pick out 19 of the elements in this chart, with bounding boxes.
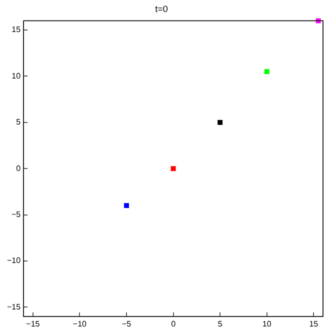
chart-title: t=0 <box>155 4 168 14</box>
point <box>124 203 129 208</box>
y-tick-label: 5 <box>16 118 22 127</box>
x-tick-label: −5 <box>122 319 132 328</box>
y-tick-label: 0 <box>16 164 22 173</box>
x-tick-label: 5 <box>218 319 223 328</box>
y-tick-label: 15 <box>12 25 22 34</box>
x-tick-label: 0 <box>171 319 176 328</box>
point <box>170 166 176 172</box>
point <box>264 69 270 74</box>
y-tick-label: −5 <box>11 210 22 219</box>
y-tick-label: −15 <box>6 302 22 312</box>
x-tick-label: 15 <box>309 319 319 328</box>
x-tick-label: 10 <box>262 319 272 328</box>
y-tick-label: 10 <box>12 71 22 80</box>
y-tick-label: −10 <box>6 256 22 266</box>
x-tick-label: −15 <box>26 319 40 328</box>
point <box>218 120 223 125</box>
x-tick-label: −10 <box>72 319 88 328</box>
